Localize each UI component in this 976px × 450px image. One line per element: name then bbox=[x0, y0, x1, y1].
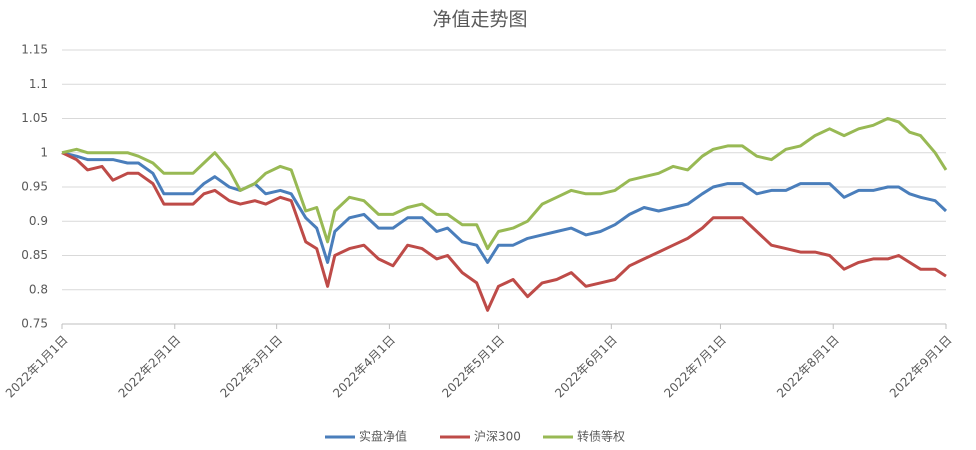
x-tick-label: 2022年2月1日 bbox=[116, 333, 184, 401]
series-line bbox=[61, 117, 948, 251]
x-tick-label: 2022年8月1日 bbox=[774, 333, 842, 401]
x-tick-label: 2022年5月1日 bbox=[439, 333, 507, 401]
x-tick-label: 2022年3月1日 bbox=[217, 333, 285, 401]
x-tick-label: 2022年9月1日 bbox=[887, 333, 955, 401]
series-line bbox=[61, 151, 948, 264]
legend-label: 转债等权 bbox=[577, 429, 625, 444]
y-tick-label: 0.95 bbox=[21, 180, 48, 194]
legend-label: 实盘净值 bbox=[359, 429, 407, 444]
chart-title: 净值走势图 bbox=[432, 9, 527, 31]
series-line bbox=[61, 151, 947, 312]
x-tick-label: 2022年1月1日 bbox=[3, 333, 71, 401]
y-tick-label: 0.9 bbox=[29, 214, 48, 228]
y-tick-label: 1.15 bbox=[21, 43, 48, 57]
y-tick-label: 1 bbox=[40, 145, 48, 159]
y-tick-label: 0.75 bbox=[21, 317, 48, 331]
y-tick-label: 0.85 bbox=[21, 248, 48, 262]
y-tick-label: 0.8 bbox=[29, 282, 48, 296]
y-tick-label: 1.1 bbox=[29, 77, 48, 91]
x-tick-label: 2022年7月1日 bbox=[661, 333, 729, 401]
y-tick-label: 1.05 bbox=[21, 111, 48, 125]
x-tick-label: 2022年4月1日 bbox=[330, 333, 398, 401]
x-tick-label: 2022年6月1日 bbox=[552, 333, 620, 401]
legend-label: 沪深300 bbox=[474, 430, 521, 444]
